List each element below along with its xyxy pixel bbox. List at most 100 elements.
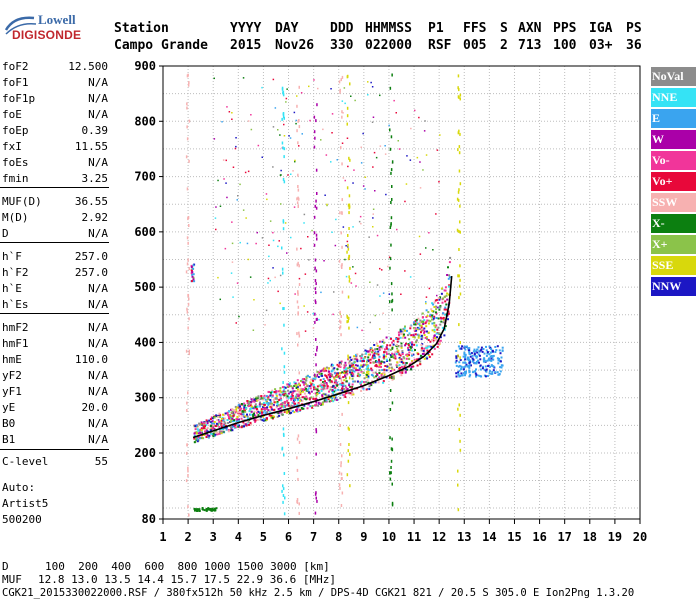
echo-point (202, 425, 205, 428)
echo-point (223, 420, 226, 423)
echo-point (334, 386, 337, 389)
echo-point (420, 324, 423, 327)
echo-point (260, 403, 263, 406)
echo-point (239, 412, 242, 415)
echo-point (278, 240, 280, 242)
echo-point (347, 295, 350, 299)
echo-point (259, 418, 262, 421)
echo-point (335, 218, 337, 221)
echo-point (489, 351, 492, 354)
echo-point (205, 424, 208, 427)
echo-point (471, 357, 474, 360)
echo-point (296, 404, 299, 407)
echo-point (430, 345, 433, 348)
echo-point (394, 355, 397, 358)
echo-point (459, 439, 461, 443)
echo-point (314, 287, 317, 291)
header-value-ffs: 005 (463, 38, 487, 53)
echo-point (369, 321, 371, 324)
echo-point (264, 398, 267, 401)
echo-point (259, 401, 261, 404)
echo-point (345, 371, 348, 374)
echo-point (282, 112, 285, 115)
echo-point (313, 373, 316, 377)
echo-point (223, 178, 225, 180)
echo-point (457, 371, 460, 374)
echo-point (423, 332, 425, 334)
echo-point (283, 410, 286, 413)
echo-point (296, 129, 298, 133)
param-value: N/A (88, 385, 108, 398)
echo-point (346, 320, 348, 324)
echo-point (315, 269, 318, 273)
echo-point (186, 307, 188, 311)
echo-point (204, 430, 207, 433)
echo-point (420, 329, 423, 332)
echo-point (408, 354, 410, 357)
param-row: hmF2 N/A (2, 321, 108, 337)
echo-point (361, 360, 364, 363)
echo-point (341, 162, 343, 166)
echo-point (490, 355, 493, 357)
echo-point (390, 471, 392, 475)
echo-point (426, 330, 428, 333)
echo-point (415, 320, 418, 323)
echo-point (395, 352, 398, 355)
echo-point (348, 366, 351, 369)
echo-point (379, 94, 381, 97)
echo-point (425, 309, 428, 312)
echo-point (349, 376, 351, 380)
echo-point (329, 396, 332, 399)
echo-point (346, 114, 349, 118)
echo-point (221, 430, 224, 433)
param-value: 11.55 (74, 140, 108, 153)
echo-point (350, 389, 353, 392)
logo-swoosh-icon (4, 16, 37, 35)
echo-point (235, 137, 237, 139)
echo-point (311, 382, 314, 385)
echo-point (408, 351, 411, 354)
echo-point (447, 285, 450, 288)
echo-point (222, 425, 225, 428)
param-value: N/A (88, 298, 108, 311)
echo-point (431, 302, 434, 305)
echo-point (283, 180, 286, 184)
echo-point (273, 401, 276, 404)
echo-point (420, 348, 423, 351)
echo-point (356, 326, 359, 329)
header-label-day: DAY (275, 21, 299, 36)
echo-point (439, 336, 442, 339)
echo-point (314, 320, 316, 324)
echo-point (436, 328, 439, 331)
echo-point (315, 400, 318, 404)
echo-point (221, 425, 223, 428)
echo-point (361, 329, 363, 332)
echo-point (273, 391, 276, 394)
echo-point (339, 377, 342, 380)
echo-point (188, 267, 190, 271)
echo-point (408, 338, 411, 341)
echo-point (389, 389, 392, 392)
echo-point (346, 314, 348, 318)
echo-point (499, 366, 502, 369)
echo-point (234, 411, 237, 414)
echo-point (326, 376, 328, 379)
echo-point (250, 410, 253, 413)
echo-point (193, 432, 196, 435)
echo-point (195, 438, 198, 441)
echo-point (404, 368, 407, 371)
param-row: foF2 12.500 (2, 60, 108, 76)
echo-point (325, 375, 328, 378)
echo-point (459, 359, 462, 361)
echo-point (443, 295, 446, 298)
x-tick-label: 7 (310, 530, 317, 544)
echo-point (426, 345, 429, 348)
echo-point (420, 354, 422, 357)
echo-point (266, 411, 269, 413)
echo-point (340, 377, 342, 381)
echo-point (391, 401, 394, 405)
echo-point (238, 426, 241, 429)
echo-point (308, 385, 311, 388)
echo-point (382, 354, 385, 356)
echo-point (286, 404, 289, 407)
